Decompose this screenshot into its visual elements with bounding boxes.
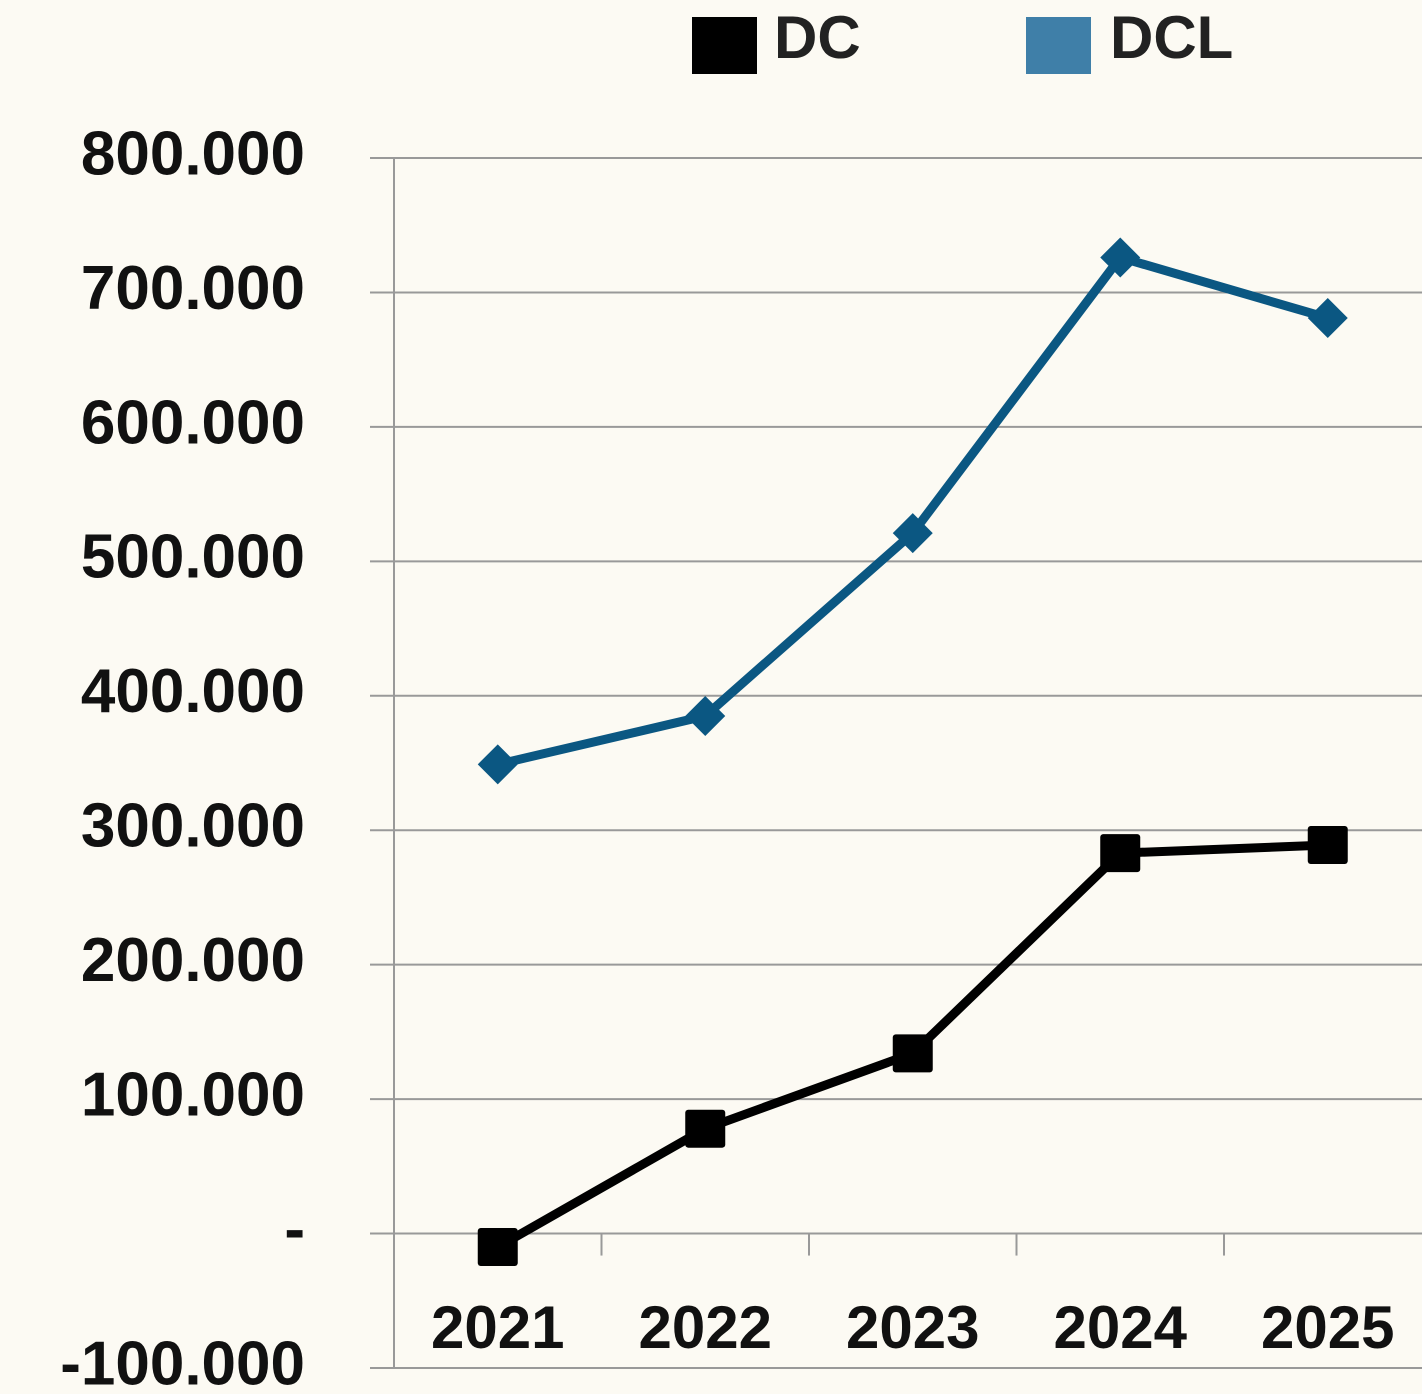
y-tick-label: -100.000	[60, 1329, 305, 1394]
y-tick-label: 200.000	[81, 926, 305, 995]
legend-swatch	[692, 17, 757, 74]
x-tick-label: 2025	[1261, 1294, 1394, 1361]
legend-label: DCL	[1110, 4, 1233, 71]
y-tick-label: 100.000	[81, 1060, 305, 1129]
y-tick-label: 300.000	[81, 792, 305, 861]
legend-swatch	[1026, 17, 1091, 74]
y-tick-label: 800.000	[81, 119, 305, 188]
marker	[892, 513, 933, 554]
y-tick-label: 700.000	[81, 254, 305, 323]
marker	[1307, 826, 1348, 865]
y-tick-label: -	[284, 1195, 305, 1264]
marker	[477, 1228, 518, 1266]
marker	[1307, 297, 1348, 338]
series-line	[496, 252, 1330, 769]
marker	[892, 1034, 933, 1073]
y-tick-label: 400.000	[81, 657, 305, 726]
x-tick-label: 2023	[846, 1294, 979, 1361]
y-tick-label: 500.000	[81, 523, 305, 592]
marker	[1100, 237, 1141, 278]
legend-label: DC	[774, 4, 861, 71]
marker	[477, 744, 518, 785]
x-tick-label: 2021	[431, 1294, 564, 1361]
marker	[685, 1109, 726, 1148]
x-tick-label: 2022	[639, 1294, 772, 1361]
marker	[1100, 834, 1141, 873]
y-tick-label: 600.000	[81, 388, 305, 457]
marker	[685, 695, 726, 736]
x-tick-label: 2024	[1054, 1294, 1188, 1361]
